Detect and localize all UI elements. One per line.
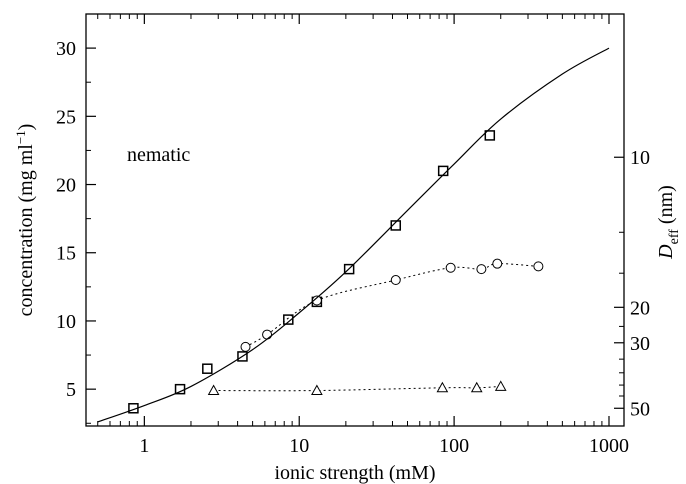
y2-tick-labels: 10 20 30 50	[630, 147, 650, 420]
y2-axis-title: Deff (nm)	[655, 185, 682, 260]
y2-axis-title-main: D	[655, 244, 677, 260]
y-tick-label: 20	[56, 175, 76, 197]
y2-tick-label: 30	[630, 333, 650, 355]
y2-tick-label: 20	[630, 297, 650, 319]
y-tick-label: 30	[56, 38, 76, 60]
x-axis-title: ionic strength (mM)	[274, 462, 435, 484]
y-tick-label: 25	[56, 106, 76, 128]
annotation-nematic: nematic	[127, 144, 190, 166]
y-axis-title-close: )	[15, 124, 37, 131]
y-tick-label: 10	[56, 311, 76, 333]
x-tick-label: 1	[139, 435, 149, 457]
circle-marker	[311, 295, 322, 306]
series-triangle-dotted-line	[213, 385, 501, 392]
x-tick-label: 100	[439, 435, 469, 457]
circle-marker	[390, 275, 401, 286]
y-tick-label: 5	[66, 379, 76, 401]
triangle-marker	[494, 380, 507, 391]
y-tick-label: 15	[56, 243, 76, 265]
square-marker	[202, 363, 213, 374]
circle-marker	[240, 341, 251, 352]
series-layer	[97, 47, 610, 423]
circle-marker	[533, 261, 544, 272]
circle-marker	[445, 262, 456, 273]
x-tick-labels: 1 10 100 1000	[139, 435, 629, 457]
square-marker	[484, 130, 496, 141]
y-axis-title-sup: −1	[13, 130, 28, 144]
y-axis-title: concentration (mg ml−1)	[13, 124, 37, 317]
x-tick-label: 10	[289, 435, 309, 457]
x-tick-label: 1000	[589, 435, 629, 457]
circle-marker	[492, 258, 503, 269]
y2-tick-label: 10	[630, 147, 650, 169]
triangle-marker	[311, 384, 323, 396]
y2-axis-title-unit: (nm)	[655, 185, 677, 229]
circle-marker	[262, 329, 273, 340]
tick-marks	[86, 13, 624, 426]
y-axis-title-main: concentration (mg ml	[15, 144, 37, 317]
triangle-marker	[207, 384, 220, 396]
y2-tick-label: 50	[630, 398, 650, 420]
square-marker	[174, 383, 186, 395]
plot-frame	[85, 13, 625, 427]
triangle-marker	[470, 381, 483, 393]
y2-axis-title-sub: eff	[667, 229, 682, 245]
fit-curve-line	[97, 47, 610, 423]
square-marker	[283, 314, 294, 325]
series-circle-dotted-line	[245, 263, 539, 348]
y-tick-labels: 5 10 15 20 25 30	[56, 38, 76, 401]
circle-marker	[476, 264, 487, 275]
triangle-marker	[436, 381, 449, 393]
square-marker	[390, 220, 402, 231]
